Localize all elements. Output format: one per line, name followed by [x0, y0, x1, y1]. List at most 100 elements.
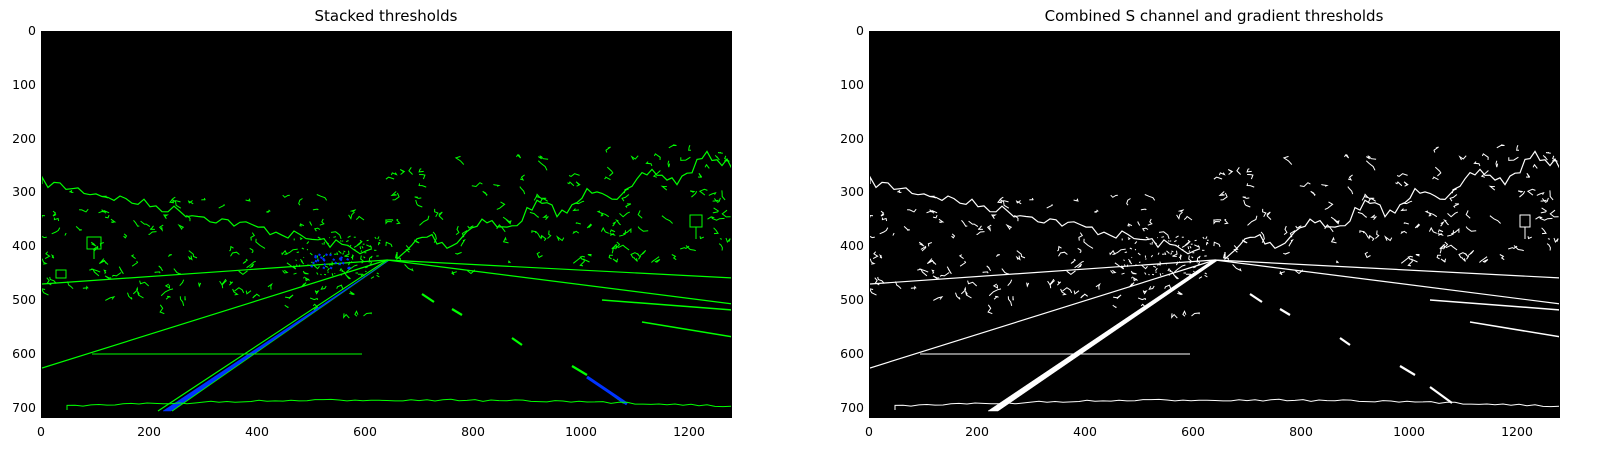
threshold-stroke [1074, 260, 1084, 269]
threshold-stroke [309, 297, 319, 301]
threshold-stroke [493, 184, 501, 187]
threshold-stroke [1066, 270, 1076, 276]
threshold-stroke [960, 286, 967, 295]
threshold-stroke [131, 260, 139, 267]
threshold-stroke [685, 245, 696, 252]
threshold-stroke [1445, 244, 1458, 251]
threshold-stroke [1213, 219, 1221, 225]
threshold-stroke [1232, 264, 1242, 272]
threshold-stroke [621, 194, 630, 202]
threshold-stroke [615, 241, 621, 250]
threshold-stroke [1187, 241, 1190, 245]
threshold-stroke [556, 235, 565, 242]
threshold-stroke [1384, 235, 1393, 242]
threshold-stroke [1479, 256, 1488, 263]
threshold-stroke [296, 251, 300, 253]
threshold-stroke [1058, 251, 1068, 257]
threshold-stroke [537, 160, 548, 171]
threshold-stroke [1365, 160, 1376, 171]
threshold-stroke [1140, 208, 1147, 211]
threshold-stroke [1434, 166, 1442, 177]
threshold-stroke [1164, 252, 1167, 255]
threshold-stroke [187, 200, 194, 205]
threshold-stroke [1154, 242, 1157, 245]
threshold-stroke [52, 210, 57, 217]
threshold-stroke [309, 221, 313, 226]
threshold-stroke [133, 219, 140, 227]
threshold-stroke [1142, 290, 1148, 295]
threshold-stroke [66, 281, 74, 290]
threshold-stroke [698, 188, 708, 196]
threshold-stroke [1155, 267, 1158, 271]
threshold-stroke [349, 291, 355, 296]
combined-thresholds-image [869, 31, 1560, 418]
threshold-stroke [1191, 312, 1200, 317]
threshold-stroke [1218, 191, 1225, 197]
threshold-stroke [1187, 246, 1190, 250]
threshold-stroke [255, 238, 266, 249]
threshold-stroke [1242, 196, 1250, 199]
threshold-stroke [323, 263, 327, 266]
threshold-stroke [1178, 209, 1185, 213]
threshold-stroke [309, 252, 313, 256]
threshold-stroke [467, 225, 474, 229]
threshold-stroke [870, 259, 1216, 285]
threshold-stroke [341, 261, 345, 265]
threshold-stroke [606, 166, 614, 177]
threshold-stroke [689, 214, 703, 239]
threshold-stroke [140, 220, 151, 228]
threshold-stroke [390, 191, 397, 197]
x-tick: 400 [245, 424, 269, 439]
threshold-stroke [1171, 250, 1174, 253]
threshold-stroke [418, 183, 427, 188]
threshold-stroke [295, 259, 297, 262]
threshold-stroke [1440, 221, 1445, 227]
threshold-stroke [229, 245, 234, 252]
threshold-stroke [1012, 296, 1014, 301]
threshold-stroke [533, 193, 541, 201]
threshold-stroke [661, 215, 673, 224]
threshold-stroke [1144, 272, 1147, 275]
threshold-stroke [421, 293, 435, 303]
threshold-stroke [1363, 196, 1371, 203]
threshold-stroke [1078, 232, 1084, 241]
threshold-stroke [1518, 190, 1524, 193]
threshold-stroke [977, 225, 983, 230]
threshold-stroke [917, 268, 928, 277]
threshold-stroke [314, 255, 318, 259]
threshold-stroke [1161, 236, 1165, 238]
threshold-stroke [1015, 200, 1022, 205]
threshold-stroke [1247, 174, 1254, 180]
y-tick: 100 [12, 77, 36, 92]
x-tick: 1000 [565, 424, 597, 439]
threshold-stroke [314, 254, 318, 258]
threshold-stroke [1400, 208, 1407, 212]
threshold-stroke [385, 219, 394, 221]
threshold-stroke [188, 250, 198, 259]
threshold-stroke [1525, 173, 1531, 178]
threshold-stroke [1144, 194, 1156, 201]
threshold-stroke [127, 292, 133, 300]
threshold-stroke [1436, 254, 1441, 260]
threshold-stroke [1236, 167, 1241, 175]
threshold-stroke [918, 241, 925, 247]
threshold-stroke [1249, 293, 1263, 303]
threshold-stroke [1014, 214, 1019, 222]
threshold-stroke [159, 304, 165, 315]
threshold-stroke [1289, 230, 1296, 238]
threshold-stroke [995, 254, 1000, 257]
threshold-stroke [312, 208, 319, 211]
threshold-stroke [300, 258, 303, 263]
threshold-stroke [360, 250, 363, 253]
threshold-stroke [455, 225, 460, 235]
threshold-stroke [1489, 215, 1501, 224]
threshold-stroke [1005, 223, 1012, 231]
threshold-stroke [340, 256, 343, 260]
threshold-stroke [319, 256, 323, 259]
threshold-stroke [1176, 211, 1183, 220]
threshold-stroke [1148, 285, 1155, 290]
threshold-stroke [69, 189, 74, 193]
threshold-stroke [1437, 233, 1444, 236]
threshold-stroke [708, 191, 717, 196]
threshold-stroke [347, 235, 351, 239]
